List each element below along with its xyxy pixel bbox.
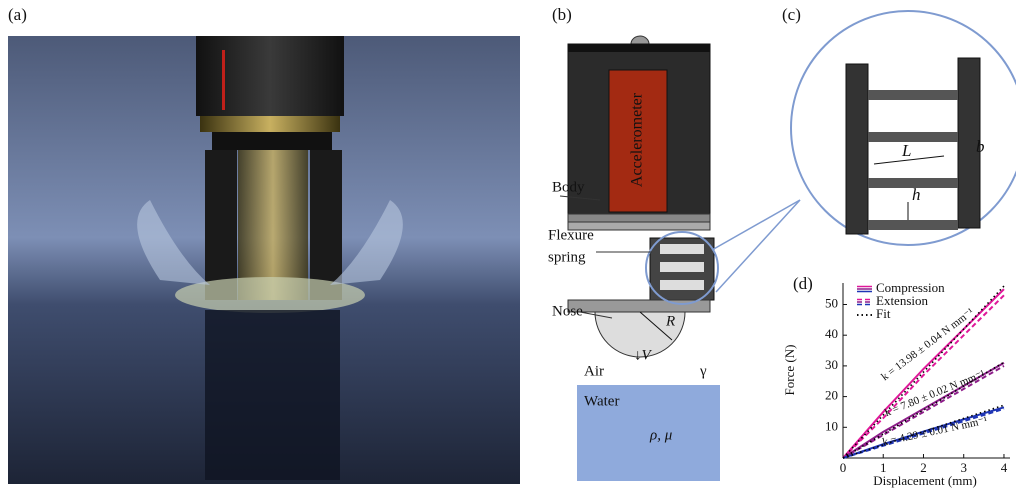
water-label: Water	[584, 393, 619, 409]
velocity-label: ↓V	[634, 347, 653, 363]
figure: Accelerometer Body Flexure spring Nose R…	[0, 0, 1016, 492]
length-label: L	[901, 141, 911, 160]
panel-label: (a)	[8, 5, 27, 24]
x-tick-label: 1	[880, 460, 887, 475]
x-axis-label: Displacement (mm)	[873, 473, 977, 488]
x-tick-label: 2	[920, 460, 927, 475]
x-tick-label: 4	[1001, 460, 1008, 475]
width-label: b	[976, 137, 985, 156]
legend-label: Fit	[876, 306, 891, 321]
panel-label: (c)	[782, 5, 801, 24]
y-axis-label: Force (N)	[782, 345, 797, 396]
photo	[8, 36, 520, 484]
flexure-label: Flexure	[548, 227, 594, 243]
panel-label: (b)	[552, 5, 572, 24]
nose-label: Nose	[552, 303, 583, 319]
device	[560, 36, 800, 481]
y-tick-label: 50	[825, 295, 838, 310]
radius-label: R	[665, 313, 675, 329]
y-tick-label: 40	[825, 326, 838, 341]
fluid-props-label: ρ, μ	[649, 427, 673, 443]
detail	[716, 11, 1016, 292]
y-tick-label: 30	[825, 357, 838, 372]
flexure-label: spring	[548, 249, 586, 265]
surface-tension-label: γ	[699, 363, 707, 379]
thickness-label: h	[912, 185, 921, 204]
panel-label: (d)	[793, 274, 813, 293]
fit-annotation: k = 7.80 ± 0.02 N mm⁻¹	[883, 368, 987, 419]
accelerometer-label: Accelerometer	[629, 92, 646, 187]
x-tick-label: 0	[840, 460, 847, 475]
fit-annotation: k = 4.29 ± 0.01 N mm⁻¹	[881, 415, 988, 449]
y-tick-label: 20	[825, 388, 838, 403]
y-tick-label: 10	[825, 418, 838, 433]
air-label: Air	[584, 363, 604, 379]
body-label: Body	[552, 179, 585, 195]
x-tick-label: 3	[960, 460, 967, 475]
